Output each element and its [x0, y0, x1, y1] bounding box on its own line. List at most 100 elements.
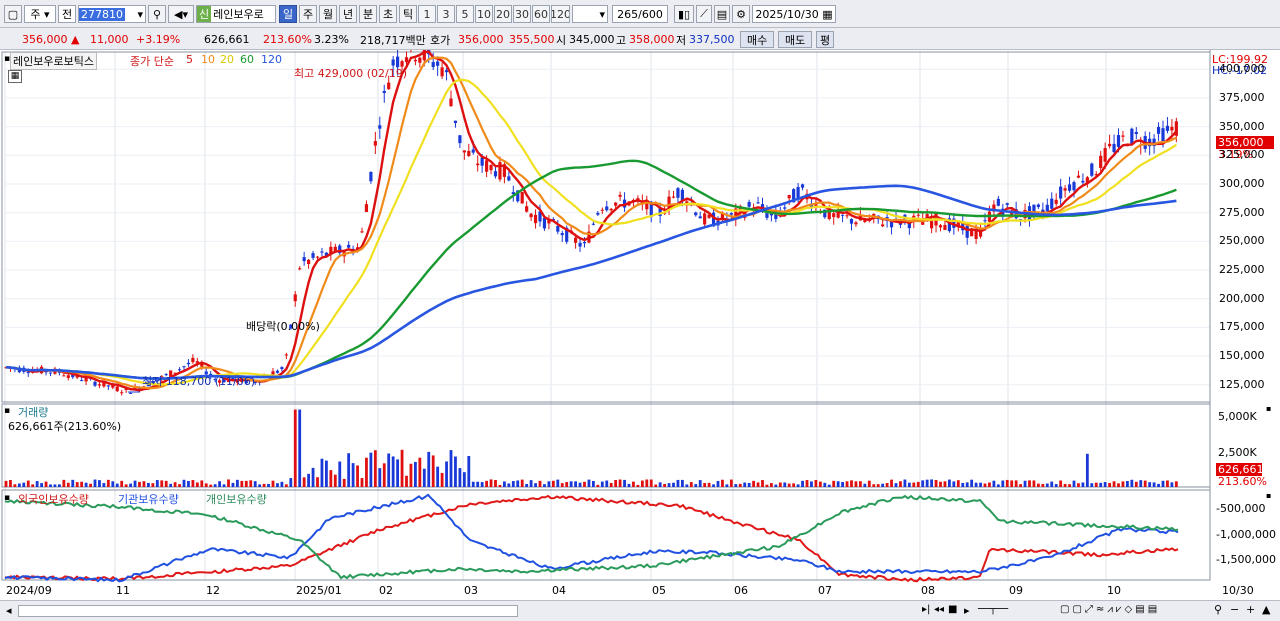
volume-bar — [178, 484, 181, 487]
scroll-bar[interactable]: ◂ ▸ ▸| ◂◂ ■ ──┬── ▢▢⤢≈⩘⩗◇▤▤ ⚲ − + ▲ — [0, 600, 1280, 621]
zoom-out-icon[interactable]: − — [1230, 603, 1240, 616]
view-select[interactable]: 전 — [58, 5, 76, 23]
period-select[interactable]: 주 ▾ — [24, 5, 56, 23]
menu-icon[interactable]: ▪ — [4, 54, 11, 64]
volume-bar — [738, 483, 742, 487]
date-field[interactable]: 2025/10/30 ▦ — [752, 5, 836, 23]
candle-body — [1130, 128, 1134, 144]
volume-bar — [1050, 481, 1054, 487]
num-5[interactable]: 5 — [456, 5, 474, 23]
num-60[interactable]: 60 — [532, 5, 550, 23]
num-5-label: 5 — [461, 7, 469, 21]
volume-bar — [663, 484, 666, 487]
hold-tick-1: -1,000,000 — [1216, 528, 1276, 541]
volume-bar — [311, 467, 315, 487]
x-end-label: 10/30 — [1222, 584, 1254, 597]
volume-bar — [236, 479, 239, 487]
candle-body — [360, 231, 364, 233]
period-day[interactable]: 일 — [279, 5, 297, 23]
volume-bar — [66, 482, 70, 487]
volume-bar — [899, 481, 902, 487]
candle-body — [458, 135, 462, 144]
window-icon[interactable]: ▢ — [4, 5, 22, 23]
stock-name-field[interactable]: 신 레인보우로 — [196, 5, 276, 23]
num-3[interactable]: 3 — [437, 5, 455, 23]
buy-button[interactable]: 매수 — [740, 31, 775, 48]
candle-body — [436, 61, 440, 66]
first-icon[interactable]: ▸| — [922, 604, 931, 615]
code-input[interactable]: 277810 ▾ — [78, 5, 146, 23]
period-week[interactable]: 주 — [299, 5, 317, 23]
volume-bar — [801, 480, 804, 487]
num-120[interactable]: 120 — [551, 5, 570, 23]
num-1[interactable]: 1 — [418, 5, 436, 23]
scroll-right-icon[interactable]: ▸ — [964, 604, 970, 617]
search-icon[interactable]: ⚲ — [148, 5, 166, 23]
speaker-icon[interactable]: ◀▾ — [168, 5, 194, 23]
zoom-in-icon[interactable]: + — [1246, 603, 1256, 616]
volume-bar — [249, 480, 253, 487]
rewind-icon[interactable]: ◂◂ — [934, 604, 945, 615]
table-icon[interactable]: ▦ — [8, 70, 22, 83]
num-10[interactable]: 10 — [475, 5, 493, 23]
volume-bar — [9, 480, 12, 487]
period-year[interactable]: 년 — [339, 5, 357, 23]
candle-body — [493, 171, 498, 177]
zoom-icon[interactable]: ⚲ — [1214, 603, 1223, 616]
volume-bar — [151, 483, 155, 487]
volume-bar — [1045, 483, 1049, 487]
num-20-label: 20 — [496, 7, 510, 21]
avg-button[interactable]: 평 — [816, 31, 835, 48]
candle-icon[interactable]: ▮▯ — [674, 5, 694, 23]
low-label: 저 — [676, 33, 687, 47]
save-icon[interactable]: ▤ — [714, 5, 730, 23]
volume-bar — [62, 479, 66, 487]
period-minute[interactable]: 분 — [359, 5, 377, 23]
volume-bar — [756, 482, 760, 487]
volume-menu-icon[interactable]: ▪ — [4, 406, 11, 416]
holding-menu-icon[interactable]: ▪ — [4, 493, 11, 503]
count-field[interactable]: 265/600 — [612, 5, 668, 23]
dividend-note: 배당락(0.00%) — [246, 320, 320, 333]
new-badge: 신 — [197, 6, 212, 22]
candle-body — [253, 381, 257, 384]
volume-bar — [396, 459, 399, 487]
volume-ratio: 213.60% — [263, 33, 312, 46]
holding-close-icon[interactable]: ▪ — [1266, 491, 1272, 500]
scroll-thumb[interactable] — [18, 605, 518, 617]
chart-area[interactable]: 레인보우로보틱스 ▪ 종가 단순 5 10 20 60 120 ▦ 최고 429… — [0, 50, 1280, 621]
slider-track-icon[interactable]: ──┬── — [978, 604, 1009, 615]
scroll-end-icon[interactable]: ▲ — [1262, 603, 1271, 616]
candle-body — [881, 224, 885, 227]
empty-select[interactable]: ▾ — [572, 5, 608, 23]
volume-bar — [182, 479, 186, 487]
period-second[interactable]: 초 — [379, 5, 397, 23]
volume-bar — [792, 483, 796, 487]
candle-body — [182, 366, 186, 368]
gear-icon[interactable]: ⚙ — [732, 5, 750, 23]
candle-body — [1116, 135, 1121, 147]
period-month[interactable]: 월 — [319, 5, 337, 23]
candle-body — [453, 120, 458, 124]
scroll-left-icon[interactable]: ◂ — [6, 604, 12, 617]
period-tick[interactable]: 틱 — [399, 5, 417, 23]
volume-bar — [1059, 480, 1063, 487]
candle-body — [391, 59, 395, 66]
volume-bar — [916, 481, 920, 487]
tool-icons[interactable]: ▢▢⤢≈⩘⩗◇▤▤ — [1060, 604, 1161, 615]
candle-body — [978, 228, 983, 237]
volume-bar — [600, 481, 604, 487]
price-tick-9: 175,000 — [1219, 320, 1265, 334]
pane-close-icon[interactable]: ▪ — [1266, 404, 1272, 413]
ma5-label: 5 — [186, 53, 193, 66]
sell-button[interactable]: 매도 — [778, 31, 813, 48]
volume-bar — [689, 482, 693, 487]
volume-bar — [302, 477, 306, 487]
volume-bar — [298, 409, 302, 487]
draw-icon[interactable]: ⟋ — [696, 5, 712, 23]
price-panel-title: 레인보우로보틱스 — [10, 52, 97, 70]
stop-icon[interactable]: ■ — [948, 604, 958, 615]
num-30[interactable]: 30 — [513, 5, 531, 23]
sell-label: 매도 — [785, 33, 806, 47]
num-20[interactable]: 20 — [494, 5, 512, 23]
